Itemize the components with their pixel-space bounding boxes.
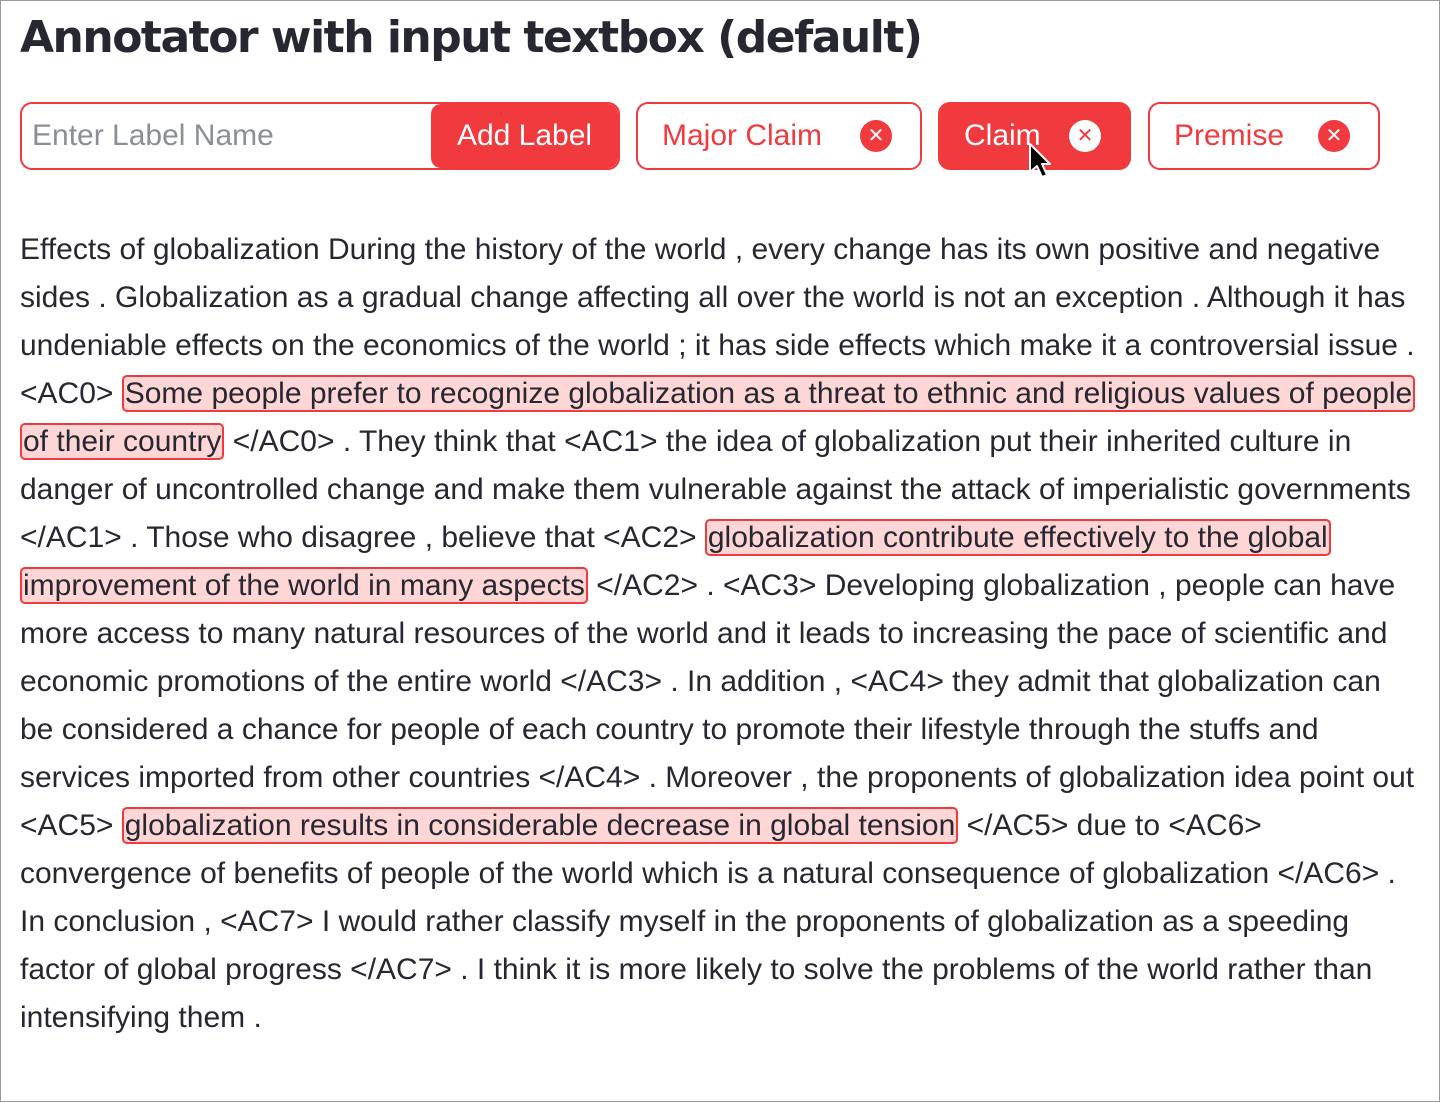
mouse-pointer-icon [1029, 143, 1051, 178]
label-chip-text: Claim [964, 119, 1041, 152]
text-segment: Effects of globalization During the hist… [20, 233, 1415, 410]
label-chip-text: Major Claim [662, 119, 823, 152]
close-circle-icon[interactable]: ✕ [1318, 120, 1350, 152]
label-chip-major-claim[interactable]: Major Claim ✕ [636, 102, 922, 170]
close-circle-icon[interactable]: ✕ [1069, 120, 1101, 152]
text-segment: </AC0> . They think that <AC1> the idea … [20, 425, 1411, 554]
text-segment: </AC5> due to <AC6> convergence of benef… [20, 809, 1396, 1034]
annotated-document[interactable]: Effects of globalization During the hist… [20, 226, 1418, 1042]
label-input-group: Add Label [20, 102, 620, 170]
label-name-input[interactable] [22, 104, 431, 168]
highlighted-span[interactable]: globalization results in considerable de… [121, 807, 959, 844]
text-segment: </AC2> . <AC3> Developing globalization … [20, 569, 1415, 842]
add-label-button[interactable]: Add Label [431, 104, 618, 168]
close-circle-icon[interactable]: ✕ [860, 120, 892, 152]
label-chip-premise[interactable]: Premise ✕ [1148, 102, 1380, 170]
page-title: Annotator with input textbox (default) [20, 12, 923, 63]
label-chip-text: Premise [1174, 119, 1285, 152]
